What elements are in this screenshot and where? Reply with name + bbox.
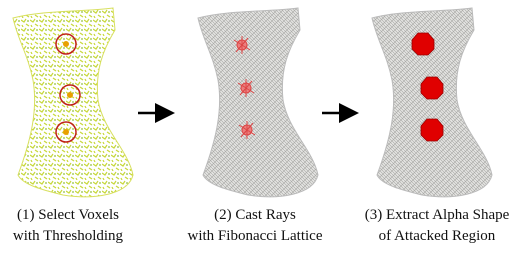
caption: with Fibonacci Lattice xyxy=(188,228,323,244)
figure: (1) Select Voxels with Thresholding (2) … xyxy=(0,0,530,261)
panel-rays xyxy=(198,8,318,197)
caption: of Attacked Region xyxy=(379,228,496,244)
captions: (1) Select Voxels with Thresholding (2) … xyxy=(13,207,510,244)
caption: (3) Extract Alpha Shape xyxy=(365,207,510,223)
panel-alpha-shape xyxy=(372,8,492,197)
caption: (1) Select Voxels xyxy=(17,207,119,223)
caption: with Thresholding xyxy=(13,228,124,244)
caption: (2) Cast Rays xyxy=(214,207,296,223)
